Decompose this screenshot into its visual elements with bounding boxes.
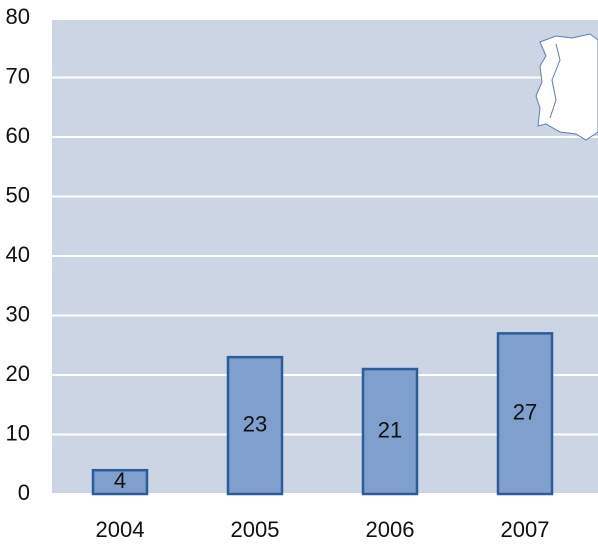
bar (496, 332, 554, 496)
value-label: 4 (114, 468, 126, 493)
bar (361, 367, 419, 496)
y-tick-label: 10 (6, 420, 30, 445)
x-tick-label: 2004 (96, 517, 145, 542)
y-tick-label: 80 (6, 4, 30, 29)
bar (91, 468, 149, 496)
y-tick-label: 30 (6, 301, 30, 326)
x-tick-label: 2006 (366, 517, 415, 542)
bar (226, 355, 284, 496)
x-tick-label: 2007 (501, 517, 550, 542)
value-label: 23 (243, 411, 267, 436)
y-tick-label: 70 (6, 63, 30, 88)
map-decoration (535, 33, 598, 141)
y-tick-label: 50 (6, 182, 30, 207)
y-tick-label: 40 (6, 242, 30, 267)
x-tick-label: 2005 (231, 517, 280, 542)
map-border (549, 43, 561, 119)
y-tick-label: 60 (6, 123, 30, 148)
value-label: 27 (513, 399, 537, 424)
y-tick-label: 0 (18, 480, 30, 505)
y-tick-label: 20 (6, 361, 30, 386)
value-label: 21 (378, 417, 402, 442)
